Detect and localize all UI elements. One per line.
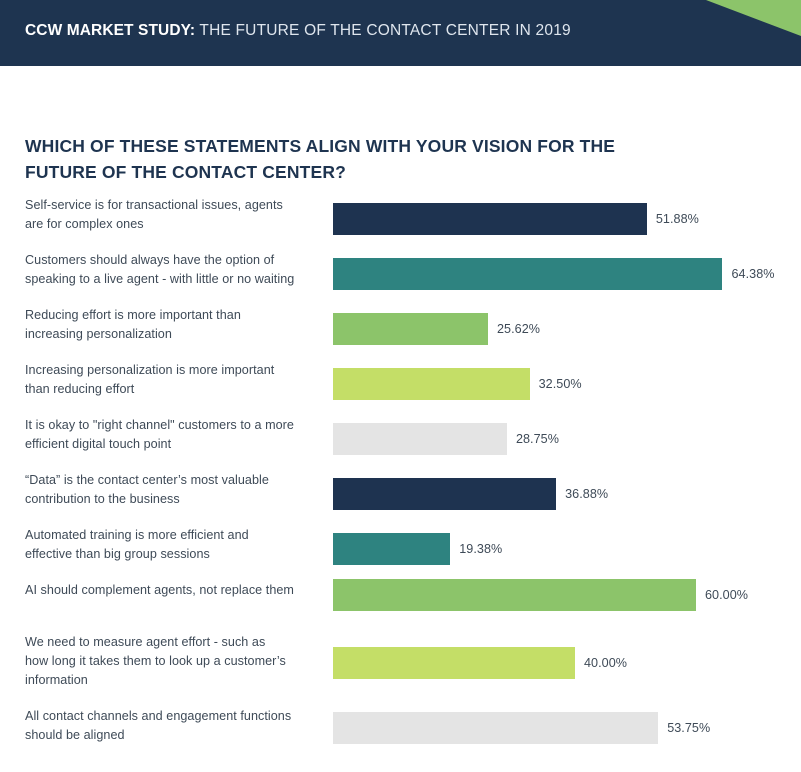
bar-row: Automated training is more efficient and… bbox=[0, 526, 801, 581]
bar-track: 19.38% bbox=[333, 533, 763, 588]
bar bbox=[333, 423, 507, 455]
bar-row-label: AI should complement agents, not replace… bbox=[25, 583, 294, 597]
bar-row: We need to measure agent effort - such a… bbox=[0, 633, 801, 707]
bar-value-label: 19.38% bbox=[459, 542, 503, 556]
bar-row: “Data” is the contact center’s most valu… bbox=[0, 471, 801, 526]
bar-row: It is okay to "right channel" customers … bbox=[0, 416, 801, 471]
bar-value-label: 53.75% bbox=[667, 721, 711, 735]
bar-value-label: 25.62% bbox=[497, 322, 541, 336]
bar-row-label: It is okay to "right channel" customers … bbox=[25, 418, 294, 451]
bar-row: All contact channels and engagement func… bbox=[0, 707, 801, 767]
bar-track: 51.88% bbox=[333, 203, 763, 258]
bar bbox=[333, 313, 488, 345]
bar-row: Increasing personalization is more impor… bbox=[0, 361, 801, 416]
bar-value-label: 40.00% bbox=[584, 656, 628, 670]
bar-row-label: Customers should always have the option … bbox=[25, 253, 295, 286]
bar-row-label: Reducing effort is more important than in… bbox=[25, 308, 241, 341]
horizontal-bar-chart: Self-service is for transactional issues… bbox=[0, 196, 801, 767]
bar bbox=[333, 478, 557, 510]
bar-value-label: 28.75% bbox=[515, 432, 559, 446]
bar-value-label: 32.50% bbox=[538, 377, 582, 391]
bar-value-label: 60.00% bbox=[705, 588, 749, 602]
bar-row-label: Self-service is for transactional issues… bbox=[25, 198, 283, 231]
bar-track: 36.88% bbox=[333, 478, 763, 533]
bar-row-label: “Data” is the contact center’s most valu… bbox=[25, 473, 269, 506]
bar-track: 53.75% bbox=[333, 712, 763, 772]
bar bbox=[333, 368, 530, 400]
bar-value-label: 36.88% bbox=[565, 487, 609, 501]
bar bbox=[333, 647, 575, 679]
header-title-strong: CCW MARKET STUDY: bbox=[25, 22, 196, 39]
bar-track: 40.00% bbox=[333, 647, 763, 721]
header-accent-triangle bbox=[706, 0, 801, 36]
bar bbox=[333, 533, 451, 565]
bar-row-label: We need to measure agent effort - such a… bbox=[25, 635, 286, 687]
bar-track: 32.50% bbox=[333, 368, 763, 423]
bar-value-label: 51.88% bbox=[655, 212, 699, 226]
bar-row: Self-service is for transactional issues… bbox=[0, 196, 801, 251]
bar-track: 25.62% bbox=[333, 313, 763, 368]
page-title-line1: WHICH OF THESE STATEMENTS ALIGN WITH YOU… bbox=[25, 136, 616, 156]
bar-value-label: 64.38% bbox=[731, 267, 775, 281]
bar-track: 28.75% bbox=[333, 423, 763, 478]
bar bbox=[333, 712, 659, 744]
bar-row-label: Increasing personalization is more impor… bbox=[25, 363, 275, 396]
bar-row-label: Automated training is more efficient and… bbox=[25, 528, 249, 561]
bar-track: 64.38% bbox=[333, 258, 774, 313]
header-title-light: THE FUTURE OF THE CONTACT CENTER IN 2019 bbox=[195, 22, 571, 39]
bar-row: AI should complement agents, not replace… bbox=[0, 579, 801, 633]
header-title: CCW MARKET STUDY: THE FUTURE OF THE CONT… bbox=[25, 22, 571, 40]
bar-track: 60.00% bbox=[333, 579, 763, 631]
bar-row: Reducing effort is more important than in… bbox=[0, 306, 801, 361]
page-title-line2: FUTURE OF THE CONTACT CENTER? bbox=[25, 162, 346, 182]
bar-row: Customers should always have the option … bbox=[0, 251, 801, 306]
page-title: WHICH OF THESE STATEMENTS ALIGN WITH YOU… bbox=[25, 133, 665, 185]
bar bbox=[333, 203, 647, 235]
bar-row-label: All contact channels and engagement func… bbox=[25, 709, 292, 742]
bar bbox=[333, 579, 696, 611]
bar bbox=[333, 258, 723, 290]
page-header: CCW MARKET STUDY: THE FUTURE OF THE CONT… bbox=[0, 0, 801, 66]
